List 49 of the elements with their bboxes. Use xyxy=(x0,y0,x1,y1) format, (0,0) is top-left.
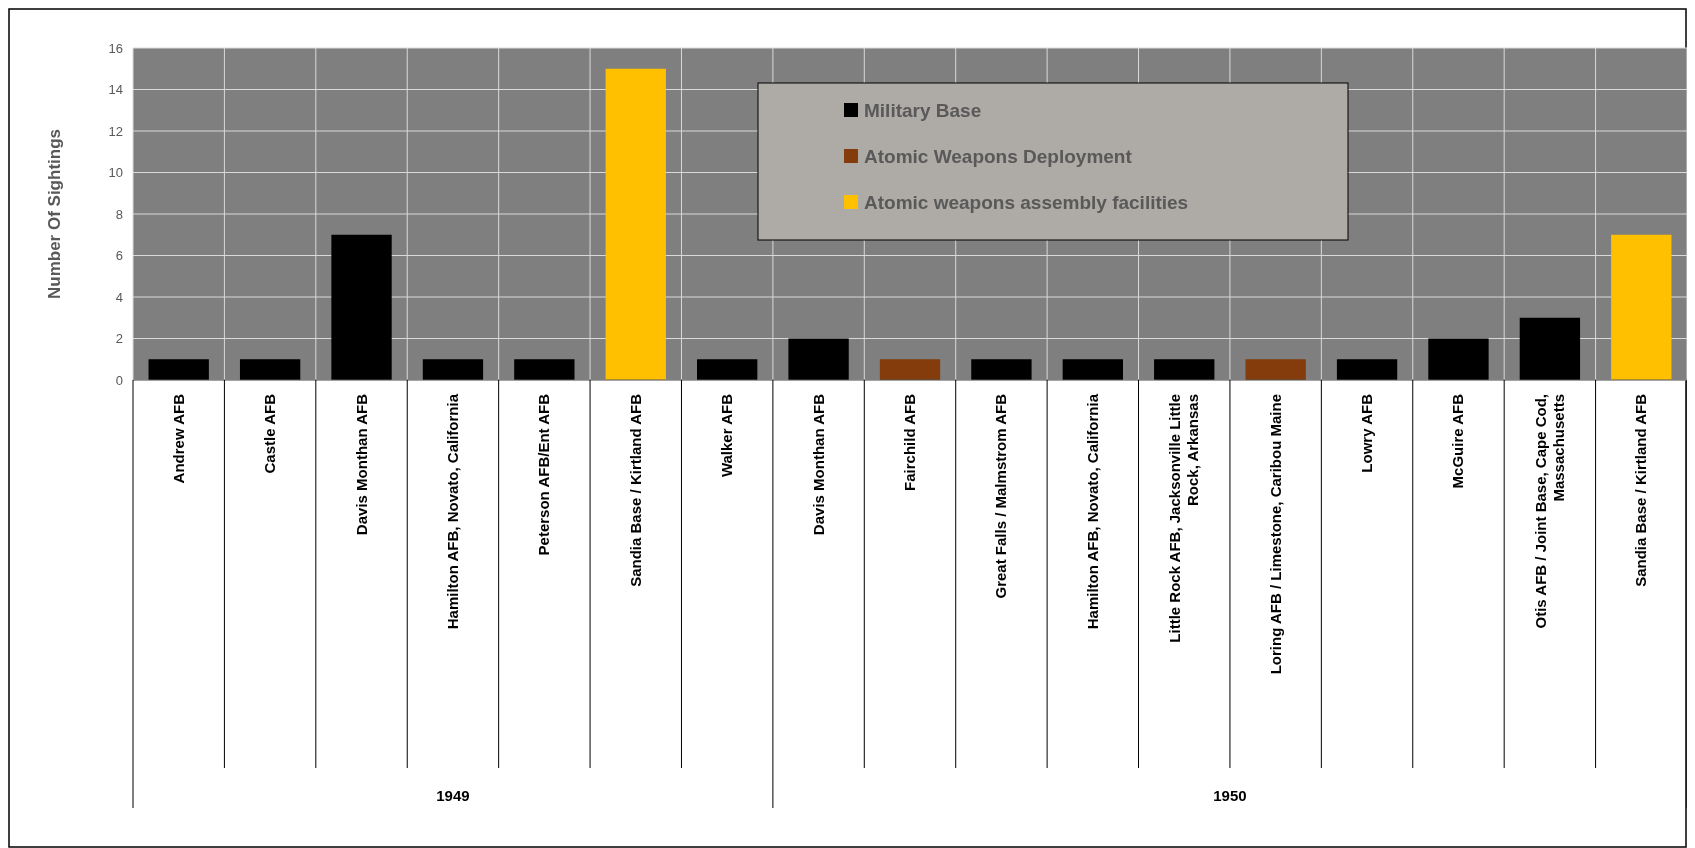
x-tick-label: Castle AFB xyxy=(261,393,279,474)
y-tick-label: 2 xyxy=(115,331,123,347)
x-tick-label: Davis Monthan AFB xyxy=(352,393,370,536)
x-tick-label: Little Rock AFB, Jacksonville Little Rock, Arkansas xyxy=(1166,394,1202,643)
y-tick-label: 0 xyxy=(115,372,123,388)
x-tick-label: Sandia Base / Kirtland AFB xyxy=(626,393,644,587)
bar xyxy=(1154,359,1215,380)
bar xyxy=(1062,359,1123,380)
bar xyxy=(1336,359,1398,380)
x-tick-label: Andrew AFB xyxy=(169,393,187,484)
x-tick-label: Fairchild AFB xyxy=(901,393,918,491)
y-tick-label: 16 xyxy=(108,40,123,56)
x-tick-label: Peterson AFB/Ent AFB xyxy=(535,393,553,556)
bar xyxy=(605,68,666,380)
bar xyxy=(331,234,392,380)
y-tick-label: 4 xyxy=(115,289,123,305)
bar xyxy=(148,359,209,380)
bar xyxy=(1245,359,1306,380)
x-tick-label: McGuire AFB xyxy=(1449,393,1467,489)
x-tick-label: Lowry AFB xyxy=(1358,393,1376,473)
text: 1949 xyxy=(436,787,470,804)
bar xyxy=(422,359,484,380)
y-axis-title: Number Of Sightings xyxy=(45,129,64,299)
text: 1950 xyxy=(1213,787,1247,804)
y-tick-label: 10 xyxy=(108,165,123,181)
y-tick-label: 8 xyxy=(115,206,123,222)
bar xyxy=(879,359,941,380)
x-tick-label: Otis AFB / Joint Base, Cape Cod, Massachusetts xyxy=(1531,394,1567,629)
bar xyxy=(697,359,758,380)
legend-label: Atomic weapons assembly facilities xyxy=(864,191,1189,213)
x-tick-label: Hamilton AFB, Novato, California xyxy=(443,393,461,630)
bar xyxy=(1519,317,1581,380)
x-tick-label: Great Falls / Malmstrom AFB xyxy=(992,393,1010,599)
bar xyxy=(239,359,301,380)
legend-label: Military Base xyxy=(864,99,982,121)
bar xyxy=(1611,234,1672,380)
bar xyxy=(1428,338,1489,380)
x-tick-label: Walker AFB xyxy=(718,393,736,478)
x-tick-label: Hamilton AFB, Novato, California xyxy=(1083,393,1101,630)
y-tick-label: 12 xyxy=(108,123,123,139)
legend-label: Atomic Weapons Deployment xyxy=(864,145,1133,167)
y-tick-label: 6 xyxy=(115,248,123,264)
x-tick-label: Davis Monthan AFB xyxy=(809,393,827,536)
bar xyxy=(788,338,849,380)
x-tick-label: Loring AFB / Limestone, Caribou Maine xyxy=(1266,394,1284,675)
y-tick-label: 14 xyxy=(108,82,123,98)
bar xyxy=(514,359,575,380)
bar xyxy=(971,359,1032,380)
x-tick-label: Sandia Base / Kirtland AFB xyxy=(1632,393,1650,587)
